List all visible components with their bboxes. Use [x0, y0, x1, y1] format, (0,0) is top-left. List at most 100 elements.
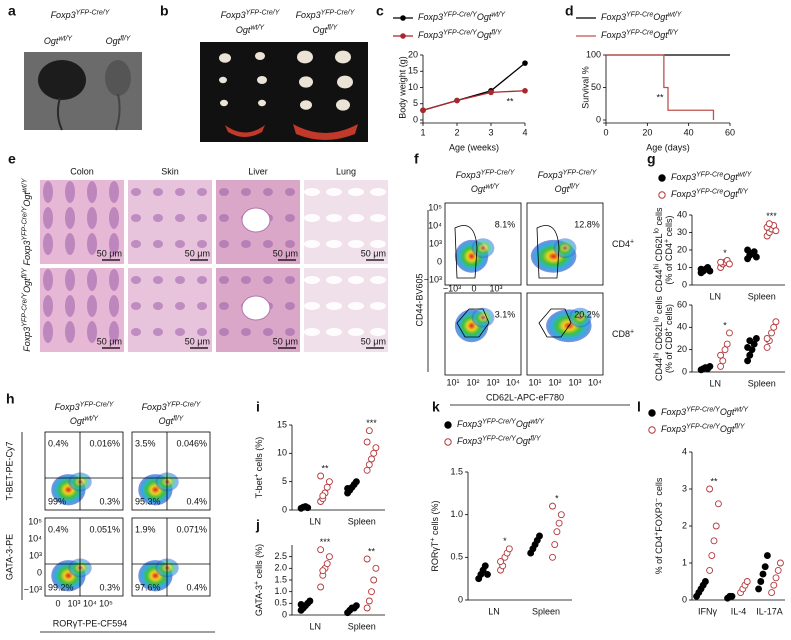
quadrant-percentage: 0.051% [89, 524, 120, 534]
x-tick-label: 2 [454, 127, 459, 137]
tissue-texture [241, 276, 251, 284]
y-tick-label: 20 [677, 344, 687, 354]
tissue-texture [43, 295, 53, 317]
point [557, 511, 565, 519]
text-part: Foxp3 [601, 12, 626, 22]
point [317, 583, 325, 591]
tissue-texture [326, 302, 342, 310]
tissue-texture [304, 302, 320, 310]
point [755, 585, 763, 593]
x-tick-label: 10³ [489, 283, 502, 293]
text-part: + [630, 328, 634, 335]
point [752, 335, 760, 342]
quadrant-percentage: 99.2% [48, 582, 74, 592]
y-tick-label: 40 [677, 209, 687, 219]
text-part: CD44 [654, 358, 664, 381]
text-part: fl/Y [491, 29, 502, 36]
genotype-label: Ogtfl/Y [313, 24, 339, 35]
point [746, 351, 754, 359]
x-axis-label: Age (weeks) [449, 142, 499, 152]
quadrant-percentage: 3.5% [135, 438, 156, 448]
genotype-label: Foxp3YFP-Cre/Y [55, 401, 115, 412]
text-part: Ogt [477, 12, 492, 22]
tissue-texture [43, 321, 53, 343]
genotype-label: Ogtwt/Y [471, 183, 500, 194]
x-tick-label: IFNγ [698, 606, 717, 616]
text-part: Foxp3 [538, 170, 563, 180]
text-part: + [630, 238, 634, 245]
text-part: Ogt [477, 30, 492, 40]
y-axis-label: CD44hi CD62Llo cells [653, 296, 664, 381]
text-part: CD4 [612, 239, 630, 249]
x-tick-label: 10³ [568, 377, 581, 387]
point [363, 438, 371, 446]
point [725, 329, 733, 337]
text-part: wt/Y [84, 415, 99, 422]
x-tick-label: 10⁴ [83, 598, 97, 608]
point [344, 485, 352, 492]
significance: ** [711, 476, 719, 486]
text-part: Foxp3 [457, 419, 482, 429]
tissue-texture [197, 302, 207, 310]
text-part: YFP-Cre [696, 171, 723, 178]
y-tick-label: 0 [282, 504, 287, 514]
y-tick-label: 1.5 [450, 466, 463, 476]
y-tick-label: −10³ [424, 274, 442, 284]
legend-marker [400, 15, 406, 21]
quadrant-percentage: 0.4% [48, 438, 69, 448]
axis [603, 55, 730, 124]
significance: ** [322, 463, 330, 473]
flow-events [471, 307, 495, 328]
y-tick-label: 0 [37, 567, 42, 577]
tissue-texture [197, 240, 207, 248]
point [488, 89, 494, 96]
text-part: Foxp3 [51, 10, 76, 20]
column-title: Skin [161, 166, 179, 176]
tissue-texture [131, 328, 141, 336]
point [723, 340, 731, 348]
point [319, 567, 327, 575]
tissue-texture [109, 269, 119, 291]
tissue-texture [175, 328, 185, 336]
axis [467, 472, 572, 601]
text-part: + [663, 327, 670, 331]
genotype-label: Ogtwt/Y [236, 24, 265, 35]
lymph-node [220, 99, 228, 107]
significance: * [723, 320, 727, 330]
text-part: wt/Y [491, 11, 506, 18]
tissue-texture [131, 240, 141, 248]
text-part: fl/Y [734, 423, 745, 430]
point [744, 357, 752, 365]
point [372, 564, 380, 572]
text-part: wt/Y [485, 183, 500, 190]
text-part: Foxp3 [456, 170, 481, 180]
tissue-texture [109, 233, 119, 255]
panel-label: c [376, 3, 384, 19]
spleen [293, 124, 358, 140]
tissue-texture [65, 295, 75, 317]
text-part: Ogt [653, 12, 668, 22]
x-tick-label: 10¹ [446, 377, 459, 387]
quadrant-percentage: 95.3% [135, 496, 161, 506]
tissue-texture [263, 276, 273, 284]
tissue-texture [131, 214, 141, 222]
point [317, 472, 325, 480]
genotype-label: Foxp3YFP-Cre/Y [142, 401, 202, 412]
text-part: YFP-Cre/Y [167, 401, 202, 408]
legend-marker [658, 174, 666, 182]
x-tick-label: IL-17A [756, 606, 783, 616]
y-tick-label: 10⁵ [28, 516, 42, 526]
x-tick-label: 4 [522, 127, 527, 137]
text-part: hi [653, 352, 660, 358]
y-tick-label: 1 [682, 557, 687, 567]
y-tick-label: 4 [682, 446, 687, 456]
tissue-texture [370, 240, 386, 248]
text-part: % of CD4 [654, 536, 664, 575]
point [768, 589, 776, 597]
quadrant-percentage: 0.3% [99, 582, 120, 592]
text-part: YFP-Cre/Y [76, 9, 111, 16]
y-tick-label: 10⁵ [428, 202, 442, 212]
tissue-texture [285, 302, 295, 310]
tissue-texture [153, 302, 163, 310]
point [555, 519, 563, 527]
